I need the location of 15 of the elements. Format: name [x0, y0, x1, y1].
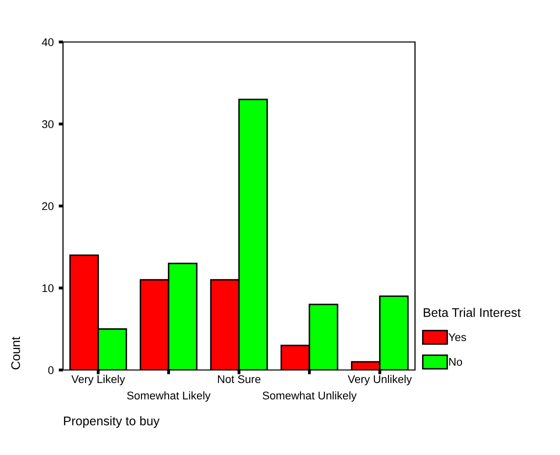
legend-title: Beta Trial Interest	[424, 308, 521, 317]
y-axis-title: Count	[11, 336, 20, 370]
y-tick-label: 30	[42, 120, 54, 128]
legend-label: Yes	[448, 333, 466, 342]
y-tick-label: 0	[48, 366, 54, 374]
x-axis-title: Propensity to buy	[64, 416, 160, 428]
y-tick-label: 20	[42, 202, 54, 210]
legend-label: No	[449, 358, 462, 366]
x-tick-label: Very Unlikely	[348, 374, 412, 386]
x-tick-label: Very Likely	[71, 374, 126, 386]
y-tick-label: 10	[42, 284, 54, 292]
x-tick-label: Somewhat Unlikely	[262, 391, 357, 402]
y-tick-label: 40	[42, 38, 54, 46]
x-tick-label: Somewhat Likely	[127, 391, 211, 402]
x-tick-label: Not Sure	[218, 375, 260, 384]
